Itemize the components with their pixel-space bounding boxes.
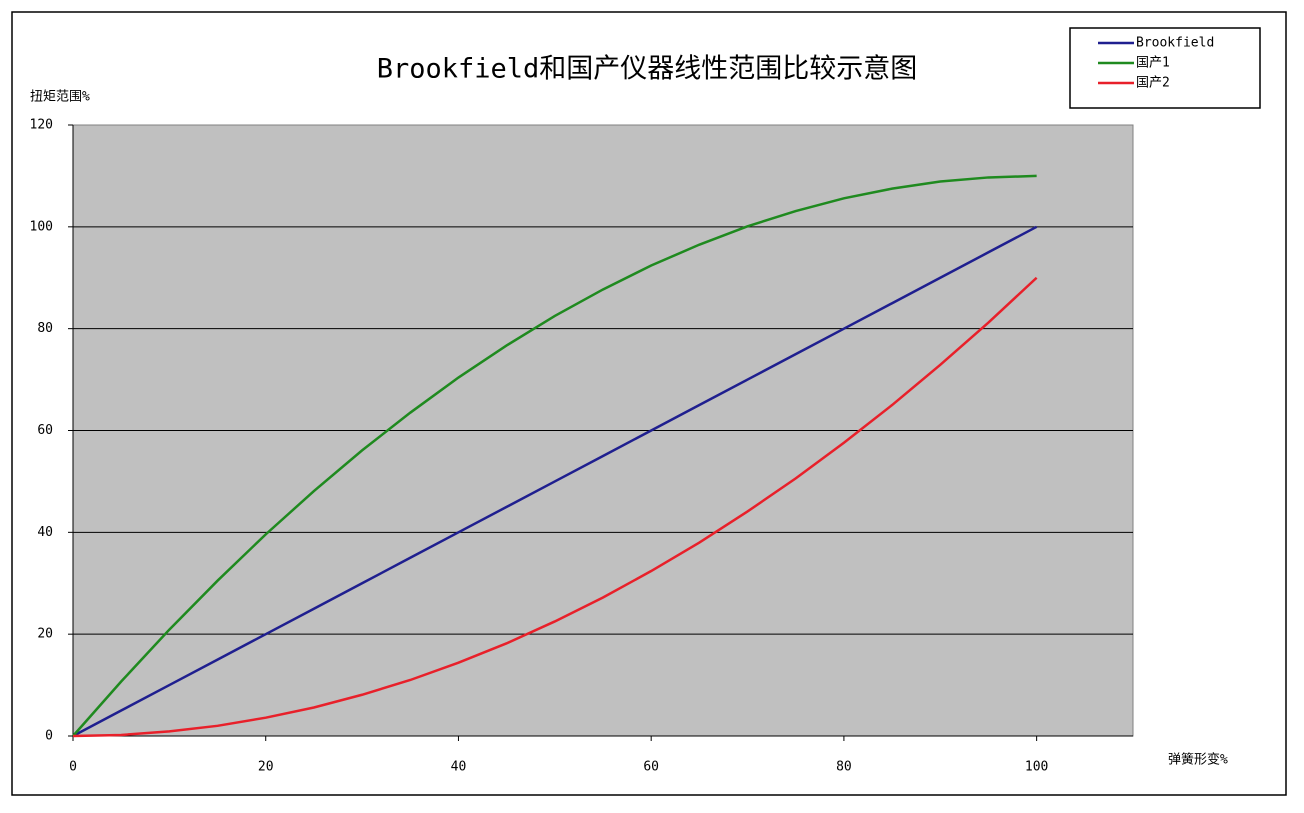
chart-title: Brookfield和国产仪器线性范围比较示意图 xyxy=(377,54,918,85)
y-tick-label: 0 xyxy=(45,729,53,744)
legend-label: 国产1 xyxy=(1136,56,1170,71)
y-tick-label: 40 xyxy=(37,525,53,540)
x-tick-label: 100 xyxy=(1025,760,1048,775)
x-tick-label: 0 xyxy=(69,760,77,775)
x-tick-label: 60 xyxy=(643,760,659,775)
y-tick-label: 100 xyxy=(30,219,53,234)
legend-label: 国产2 xyxy=(1136,76,1170,91)
x-tick-label: 40 xyxy=(451,760,467,775)
y-tick-label: 20 xyxy=(37,627,53,642)
x-tick-label: 80 xyxy=(836,760,852,775)
x-axis-label: 弹簧形变% xyxy=(1168,752,1228,768)
legend-box xyxy=(1069,27,1261,109)
y-tick-label: 120 xyxy=(30,118,53,133)
y-axis-label: 扭矩范围% xyxy=(30,90,90,105)
y-tick-label: 60 xyxy=(37,423,53,438)
x-tick-label: 20 xyxy=(258,760,274,775)
y-tick-label: 80 xyxy=(37,321,53,336)
line-series xyxy=(72,276,1038,738)
line-series xyxy=(72,225,1038,738)
line-series xyxy=(72,174,1037,737)
legend-label: Brookfield xyxy=(1136,36,1214,51)
